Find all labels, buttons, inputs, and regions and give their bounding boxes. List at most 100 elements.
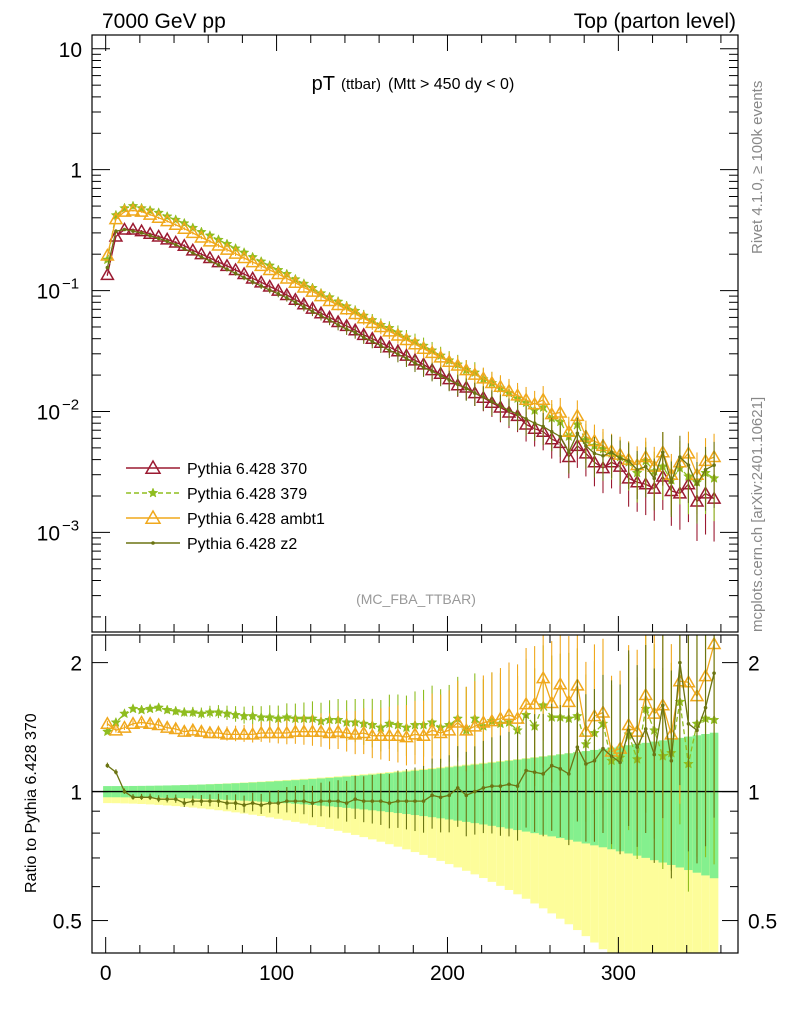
data-point-marker bbox=[549, 763, 554, 768]
data-point-marker bbox=[473, 789, 477, 794]
x-tick-label: 300 bbox=[601, 962, 636, 985]
data-point-marker bbox=[276, 292, 281, 296]
data-point-marker bbox=[455, 382, 460, 387]
data-point-marker bbox=[302, 799, 306, 803]
data-point-marker bbox=[319, 799, 323, 803]
ratio-y-tick-label-right: 2 bbox=[748, 653, 760, 676]
data-point-marker bbox=[211, 725, 226, 739]
data-point-marker bbox=[276, 801, 281, 805]
data-point-marker bbox=[310, 309, 315, 314]
data-point-marker bbox=[387, 348, 392, 353]
data-point-marker bbox=[185, 242, 201, 256]
data-point-marker bbox=[390, 728, 406, 741]
data-point-marker bbox=[327, 799, 332, 803]
data-point-marker bbox=[347, 726, 363, 740]
data-point-marker bbox=[476, 370, 491, 384]
y-tick-label-exponent: −1 bbox=[62, 276, 79, 293]
data-point-marker bbox=[267, 801, 272, 805]
data-point-marker bbox=[191, 251, 195, 255]
data-point-marker bbox=[313, 724, 329, 737]
data-point-marker bbox=[686, 463, 691, 467]
ratio-y-tick-label-left: 0.5 bbox=[53, 911, 82, 934]
data-point-marker bbox=[712, 671, 716, 675]
data-point-marker bbox=[430, 369, 434, 374]
data-point-marker bbox=[108, 722, 124, 736]
data-point-marker bbox=[313, 288, 329, 302]
data-point-marker bbox=[253, 725, 269, 739]
data-point-marker bbox=[567, 450, 571, 455]
legend-marker bbox=[151, 541, 155, 545]
ratio-y-tick-label-left: 1 bbox=[70, 782, 82, 805]
data-point-marker bbox=[455, 786, 460, 790]
data-point-marker bbox=[524, 768, 528, 773]
data-point-marker bbox=[575, 745, 580, 749]
data-point-marker bbox=[404, 356, 409, 361]
data-point-marker bbox=[225, 801, 229, 805]
data-point-marker bbox=[125, 202, 141, 216]
data-point-marker bbox=[216, 263, 221, 267]
data-point-marker bbox=[279, 270, 295, 284]
data-point-marker bbox=[643, 464, 648, 469]
data-point-marker bbox=[584, 762, 588, 766]
data-point-marker bbox=[191, 799, 195, 803]
data-point-marker bbox=[493, 379, 508, 393]
data-point-marker bbox=[159, 213, 175, 227]
data-point-marker bbox=[353, 797, 357, 801]
data-point-marker bbox=[139, 795, 144, 800]
data-point-marker bbox=[364, 315, 380, 329]
data-point-marker bbox=[288, 275, 303, 289]
data-point-marker bbox=[219, 242, 235, 255]
data-point-marker bbox=[490, 399, 494, 404]
data-point-marker bbox=[208, 259, 212, 263]
data-point-marker bbox=[370, 799, 375, 803]
data-point-marker bbox=[382, 728, 397, 741]
data-point-marker bbox=[609, 754, 614, 758]
legend-entry: Pythia 6.428 379 bbox=[126, 486, 307, 503]
data-point-marker bbox=[396, 352, 400, 356]
data-point-marker bbox=[233, 801, 238, 805]
data-point-marker bbox=[339, 301, 354, 315]
data-point-marker bbox=[592, 451, 597, 456]
legend-entry: Pythia 6.428 370 bbox=[126, 459, 307, 478]
data-point-marker bbox=[510, 711, 525, 724]
data-point-marker bbox=[339, 725, 354, 739]
data-point-marker bbox=[245, 726, 260, 740]
data-point-marker bbox=[182, 246, 187, 251]
data-point-marker bbox=[567, 772, 571, 776]
data-point-marker bbox=[168, 217, 184, 231]
data-point-marker bbox=[532, 770, 537, 774]
data-point-marker bbox=[100, 716, 115, 729]
data-point-marker bbox=[390, 327, 406, 341]
data-point-marker bbox=[433, 349, 448, 363]
data-point-marker bbox=[370, 339, 375, 344]
data-point-marker bbox=[264, 711, 276, 722]
data-point-marker bbox=[364, 728, 380, 741]
data-point-marker bbox=[194, 724, 209, 737]
data-point-marker bbox=[156, 797, 161, 801]
data-point-marker bbox=[575, 431, 580, 436]
series-ambt1 bbox=[100, 202, 722, 515]
data-point-marker bbox=[481, 395, 486, 399]
plot-title: pT bbox=[312, 73, 335, 95]
data-point-marker bbox=[242, 275, 246, 280]
data-point-marker bbox=[108, 211, 124, 225]
data-point-marker bbox=[678, 660, 682, 665]
data-point-marker bbox=[541, 772, 545, 776]
legend-label: Pythia 6.428 379 bbox=[187, 486, 307, 503]
x-tick-label: 0 bbox=[100, 962, 112, 985]
data-point-marker bbox=[242, 803, 246, 807]
data-point-marker bbox=[185, 722, 201, 736]
data-point-marker bbox=[170, 705, 182, 716]
data-point-marker bbox=[484, 713, 500, 727]
data-point-marker bbox=[270, 266, 286, 280]
data-point-marker bbox=[438, 795, 443, 800]
data-point-marker bbox=[561, 694, 577, 708]
data-point-marker bbox=[225, 267, 229, 272]
data-point-marker bbox=[484, 375, 500, 389]
data-point-marker bbox=[430, 793, 434, 798]
data-point-marker bbox=[236, 250, 252, 264]
ratio-y-tick-label-left: 2 bbox=[70, 653, 82, 676]
data-point-marker bbox=[330, 297, 346, 311]
data-point-marker bbox=[293, 799, 298, 803]
data-point-marker bbox=[322, 725, 337, 739]
